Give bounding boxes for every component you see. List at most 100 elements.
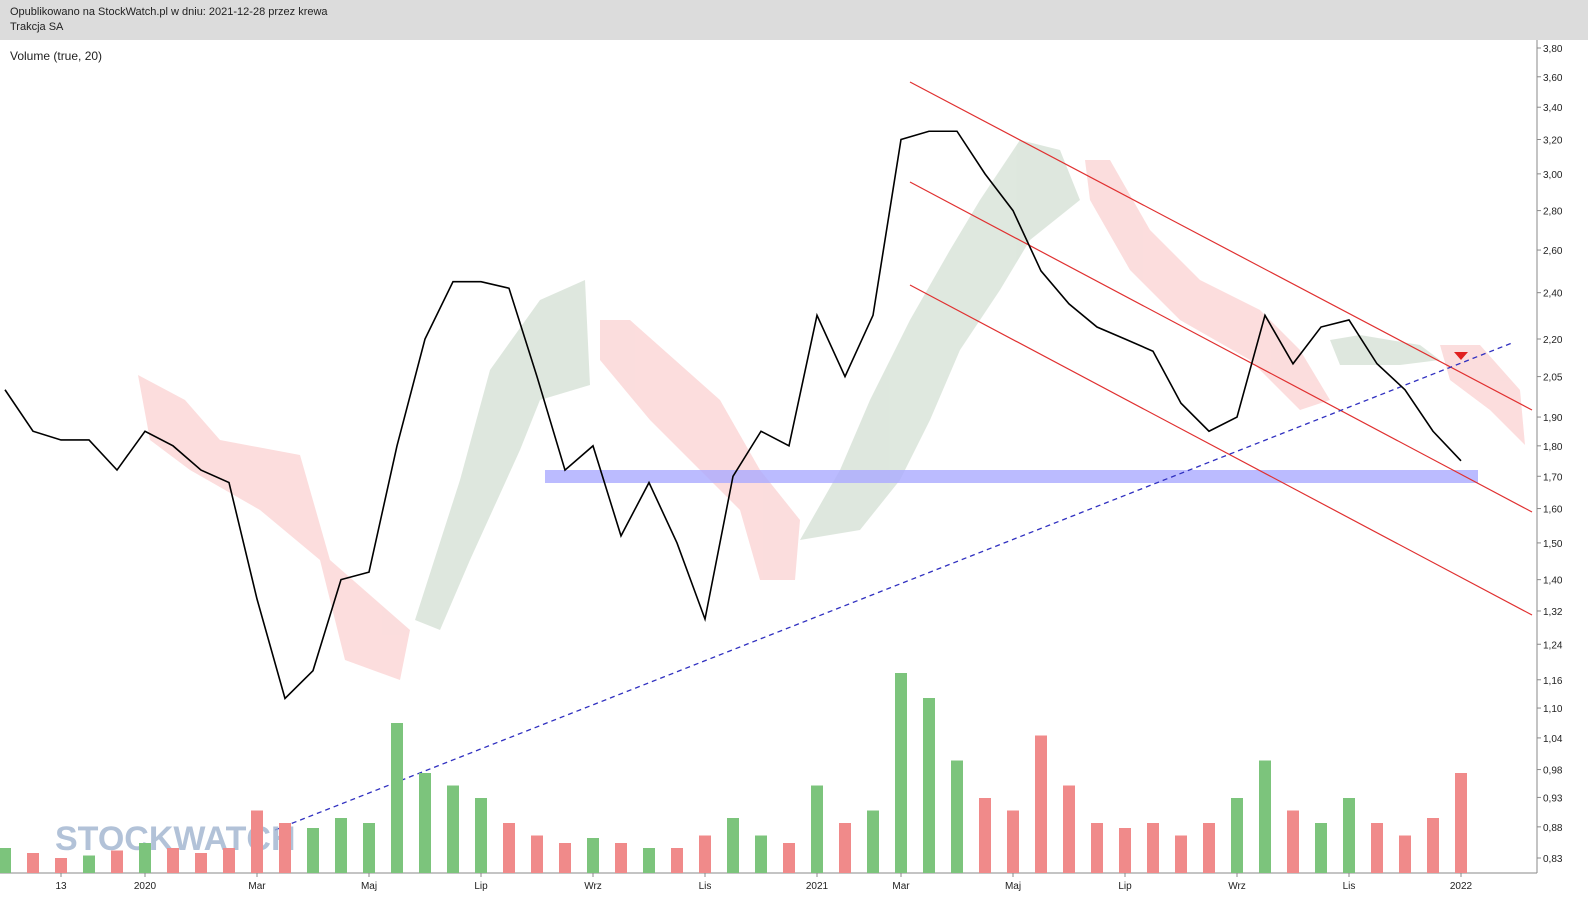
- volume-bar: [839, 823, 851, 873]
- y-tick-label: 2,80: [1543, 207, 1563, 218]
- y-tick-label: 1,24: [1543, 640, 1563, 651]
- volume-bar: [1119, 828, 1131, 873]
- volume-bar: [1091, 823, 1103, 873]
- volume-label: Volume (true, 20): [10, 49, 102, 63]
- x-tick-label: Lis: [699, 881, 712, 892]
- chart-title: Opublikowano na StockWatch.pl w dniu: 20…: [10, 6, 328, 18]
- price-line: [4, 130, 1462, 700]
- x-tick-label: Maj: [1005, 881, 1021, 892]
- volume-bar: [811, 785, 823, 873]
- y-tick-label: 0,98: [1543, 766, 1563, 777]
- volume-bar: [1455, 773, 1467, 873]
- volume-bar: [1231, 798, 1243, 873]
- x-tick-label: Lip: [474, 881, 488, 892]
- x-tick-label: 2020: [134, 881, 157, 892]
- volume-bar: [1315, 823, 1327, 873]
- volume-bar: [363, 823, 375, 873]
- volume-bar: [923, 698, 935, 873]
- x-tick-label: 13: [55, 881, 67, 892]
- volume-bar: [671, 848, 683, 873]
- volume-bar: [335, 818, 347, 873]
- y-tick-label: 0,88: [1543, 823, 1563, 834]
- y-tick-label: 3,20: [1543, 135, 1563, 146]
- y-tick-label: 1,60: [1543, 505, 1563, 516]
- volume-bar: [643, 848, 655, 873]
- y-tick-label: 2,40: [1543, 289, 1563, 300]
- volume-bar: [447, 785, 459, 873]
- y-tick-label: 1,70: [1543, 472, 1563, 483]
- volume-bar: [979, 798, 991, 873]
- volume-bar: [867, 810, 879, 873]
- y-tick-label: 1,10: [1543, 704, 1563, 715]
- y-tick-label: 3,00: [1543, 170, 1563, 181]
- y-tick-label: 2,05: [1543, 373, 1563, 384]
- volume-bar: [1343, 798, 1355, 873]
- volume-bar: [727, 818, 739, 873]
- x-tick-label: Mar: [892, 881, 910, 892]
- volume-bar: [783, 843, 795, 873]
- x-tick-label: 2021: [806, 881, 829, 892]
- volume-bar: [391, 723, 403, 873]
- x-tick-label: Lip: [1118, 881, 1132, 892]
- volume-bar: [531, 835, 543, 873]
- volume-bar: [1371, 823, 1383, 873]
- channel-line: [909, 181, 1533, 513]
- volume-bar: [1035, 735, 1047, 873]
- y-tick-label: 1,16: [1543, 676, 1563, 687]
- ichimoku-cloud: [138, 140, 1525, 680]
- volume-bar: [1007, 810, 1019, 873]
- x-tick-label: Lis: [1343, 881, 1356, 892]
- y-tick-label: 2,20: [1543, 335, 1563, 346]
- y-tick-label: 0,93: [1543, 793, 1563, 804]
- volume-bar: [587, 838, 599, 873]
- volume-bar: [559, 843, 571, 873]
- y-tick-label: 1,90: [1543, 413, 1563, 424]
- x-tick-label: Wrz: [1228, 881, 1246, 892]
- volume-bar: [755, 835, 767, 873]
- x-tick-label: 2022: [1450, 881, 1473, 892]
- volume-bar: [167, 848, 179, 873]
- volume-bar: [419, 773, 431, 873]
- channel-line: [909, 81, 1533, 411]
- y-tick-label: 1,40: [1543, 576, 1563, 587]
- volume-bar: [1287, 810, 1299, 873]
- y-tick-label: 3,60: [1543, 73, 1563, 84]
- y-tick-label: 0,83: [1543, 854, 1563, 865]
- trend-line: [274, 342, 1513, 831]
- volume-bar: [1063, 785, 1075, 873]
- volume-bar: [1399, 835, 1411, 873]
- volume-bar: [503, 823, 515, 873]
- y-tick-label: 3,40: [1543, 103, 1563, 114]
- volume-bar: [139, 843, 151, 873]
- volume-bar: [1427, 818, 1439, 873]
- x-tick-label: Mar: [248, 881, 266, 892]
- chart-subtitle: Trakcja SA: [10, 21, 64, 33]
- support-band: [545, 470, 1478, 483]
- signal-marker: [1454, 352, 1468, 360]
- y-tick-label: 3,80: [1543, 44, 1563, 55]
- y-tick-label: 2,60: [1543, 246, 1563, 257]
- volume-bar: [251, 810, 263, 873]
- volume-bar: [223, 848, 235, 873]
- volume-bar: [83, 855, 95, 873]
- y-tick-label: 1,04: [1543, 734, 1563, 745]
- channel-line: [909, 284, 1533, 616]
- x-tick-label: Maj: [361, 881, 377, 892]
- volume-bar: [1147, 823, 1159, 873]
- volume-bar: [1203, 823, 1215, 873]
- x-tick-label: Wrz: [584, 881, 602, 892]
- volume-bar: [699, 835, 711, 873]
- volume-bar: [475, 798, 487, 873]
- y-tick-label: 1,80: [1543, 442, 1563, 453]
- volume-bar: [951, 760, 963, 873]
- volume-bar: [615, 843, 627, 873]
- volume-bar: [195, 853, 207, 873]
- volume-bar: [111, 850, 123, 873]
- volume-bar: [1259, 760, 1271, 873]
- volume-bar: [27, 853, 39, 873]
- volume-bar: [279, 823, 291, 873]
- volume-bar: [55, 858, 67, 873]
- y-tick-label: 1,50: [1543, 539, 1563, 550]
- volume-bar: [895, 673, 907, 873]
